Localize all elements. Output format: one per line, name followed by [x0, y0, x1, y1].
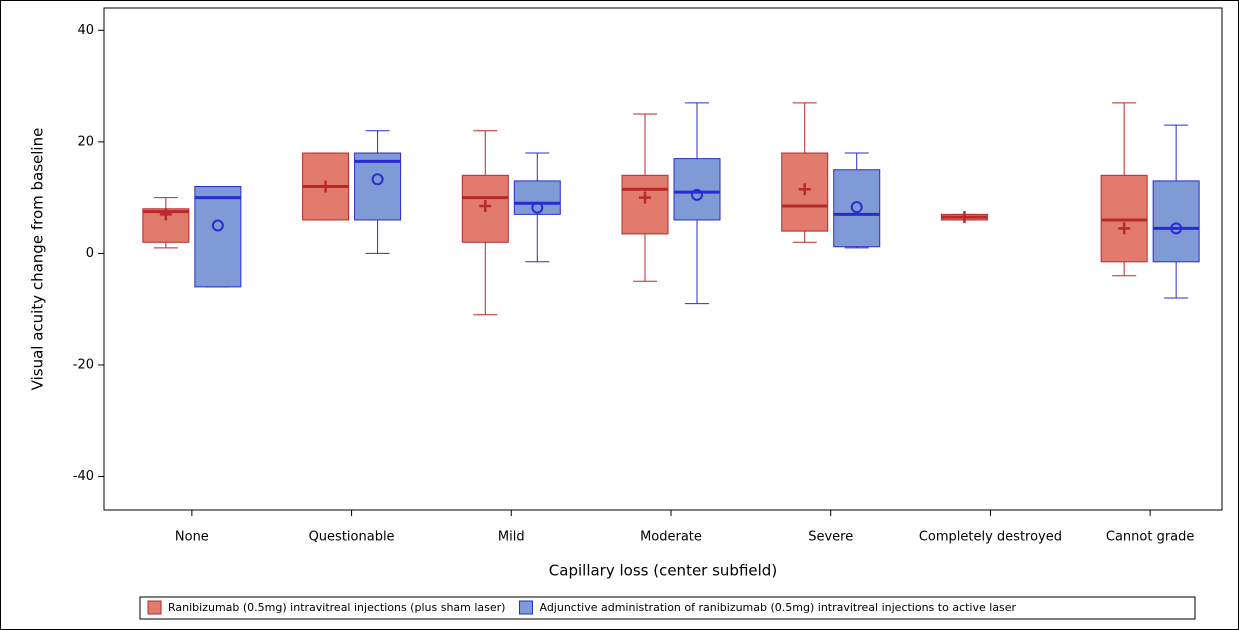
y-tick-label: 20 — [77, 134, 94, 149]
x-tick-label: Completely destroyed — [919, 530, 1062, 545]
mean-marker — [319, 180, 332, 193]
mean-marker — [639, 191, 651, 204]
legend-swatch — [518, 600, 533, 615]
x-axis-title: Capillary loss (center subfield) — [549, 562, 777, 580]
y-tick-label: -40 — [73, 469, 94, 484]
y-axis-title: Visual acuity change from baseline — [29, 128, 47, 391]
x-tick-label: Severe — [808, 530, 853, 545]
plot-frame — [103, 7, 1223, 511]
mean-marker — [159, 208, 172, 221]
x-tick-label: Cannot grade — [1106, 530, 1195, 545]
mean-marker — [691, 188, 703, 201]
box — [142, 208, 190, 243]
x-tick-label: Questionable — [309, 530, 395, 545]
box — [1152, 180, 1200, 263]
mean-marker — [958, 211, 971, 224]
mean-marker — [211, 219, 224, 232]
x-tick-label: Moderate — [640, 530, 702, 545]
mean-marker — [1118, 222, 1131, 235]
x-tick-label: None — [175, 530, 209, 545]
box — [833, 169, 881, 248]
box — [354, 152, 402, 221]
x-tick-label: Mild — [498, 530, 525, 545]
legend-label: Ranibizumab (0.5mg) intravitreal injecti… — [168, 601, 505, 614]
legend-swatch — [147, 600, 162, 615]
mean-marker — [531, 201, 544, 214]
legend-label: Adjunctive administration of ranibizumab… — [539, 601, 1016, 614]
box — [194, 185, 242, 288]
mean-marker — [1170, 222, 1183, 235]
legend-frame — [139, 596, 1196, 620]
y-tick-label: 0 — [86, 246, 94, 261]
y-tick-label: -20 — [73, 357, 94, 372]
mean-marker — [850, 201, 863, 214]
mean-marker — [798, 183, 811, 196]
box — [513, 180, 561, 215]
mean-marker — [479, 200, 492, 213]
box — [621, 174, 669, 235]
y-tick-label: 40 — [77, 23, 94, 38]
mean-marker — [371, 173, 384, 186]
